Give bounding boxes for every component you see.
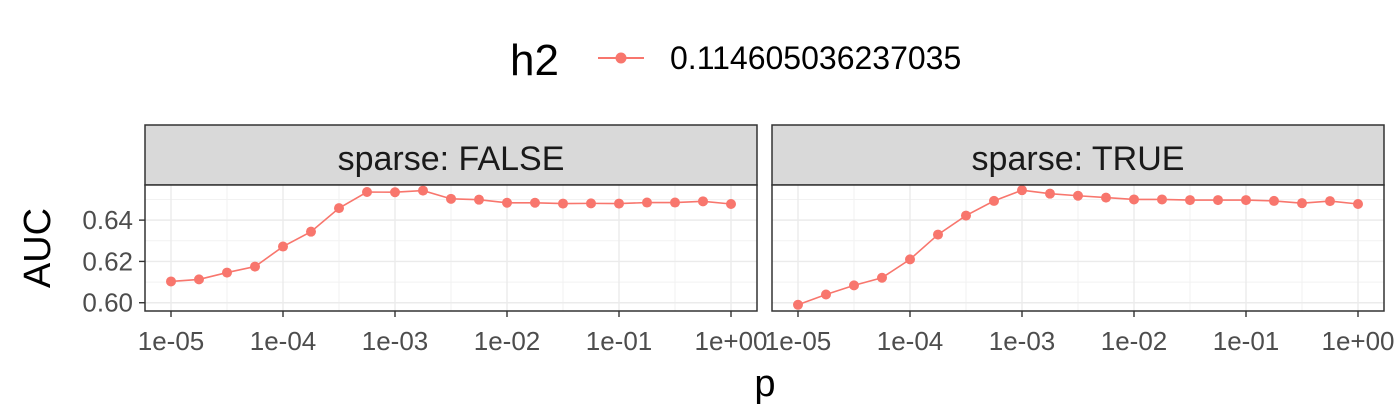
x-tick-label: 1e-03 <box>362 326 429 356</box>
legend-entry-label: 0.114605036237035 <box>670 40 961 76</box>
data-point <box>641 197 652 208</box>
data-point <box>193 274 204 285</box>
data-point <box>1184 195 1195 206</box>
data-point <box>905 254 915 265</box>
data-point <box>669 197 680 208</box>
data-point <box>820 289 831 300</box>
data-point <box>417 185 428 196</box>
data-point <box>1324 196 1335 207</box>
data-point <box>166 276 176 287</box>
y-axis-title: AUC <box>17 208 59 288</box>
data-point <box>848 280 859 291</box>
data-point <box>557 198 568 209</box>
x-tick-label: 1e+00 <box>694 326 767 356</box>
data-point <box>249 261 260 272</box>
data-point <box>1268 195 1279 206</box>
data-point <box>1212 195 1223 206</box>
data-point <box>529 197 540 208</box>
data-point <box>333 203 344 214</box>
data-point <box>585 198 596 209</box>
data-point <box>305 226 316 237</box>
data-point <box>1156 194 1167 205</box>
data-point <box>1129 194 1139 205</box>
legend: h2 0.114605036237035 <box>510 36 961 85</box>
data-point <box>1100 192 1111 203</box>
data-point <box>473 194 484 205</box>
data-point <box>726 199 736 210</box>
strip-label: sparse: TRUE <box>972 140 1185 178</box>
data-point <box>876 272 887 283</box>
data-point <box>793 299 803 310</box>
x-tick-label: 1e-05 <box>765 326 832 356</box>
data-point <box>1017 185 1027 196</box>
data-point <box>960 210 971 221</box>
x-tick-label: 1e-01 <box>586 326 653 356</box>
x-axis-title: p <box>754 363 775 405</box>
data-point <box>988 195 999 206</box>
panel-1: sparse: FALSE 1e-05 1e-04 1e-03 1e-02 1e-01 1e… <box>82 124 768 356</box>
data-point <box>445 193 456 204</box>
data-point <box>390 187 400 198</box>
data-point <box>932 229 943 240</box>
data-point <box>697 196 708 207</box>
y-tick-label: 0.60 <box>82 288 133 318</box>
panel-2: sparse: TRUE 1e-05 1e-04 1e-03 1e-02 1e-01 1e+… <box>765 124 1395 356</box>
data-point <box>1072 190 1083 201</box>
panel-border <box>771 184 1385 312</box>
panel-border <box>144 184 758 312</box>
legend-title: h2 <box>510 36 559 85</box>
x-tick-label: 1e+00 <box>1321 326 1394 356</box>
data-point <box>614 198 624 209</box>
data-point <box>278 241 288 252</box>
data-point <box>1296 198 1307 209</box>
x-tick-label: 1e-05 <box>138 326 205 356</box>
x-tick-label: 1e-03 <box>989 326 1056 356</box>
x-tick-label: 1e-01 <box>1213 326 1280 356</box>
legend-key-point <box>615 52 627 64</box>
x-tick-label: 1e-02 <box>1101 326 1168 356</box>
data-point <box>1044 188 1055 199</box>
x-tick-label: 1e-04 <box>250 326 317 356</box>
data-point <box>1353 199 1363 210</box>
y-tick-label: 0.64 <box>82 205 133 235</box>
data-point <box>1241 195 1251 206</box>
panels: sparse: FALSE 1e-05 1e-04 1e-03 1e-02 1e-01 1e… <box>82 124 1395 356</box>
x-tick-label: 1e-04 <box>877 326 944 356</box>
strip-label: sparse: FALSE <box>338 140 565 178</box>
y-tick-label: 0.62 <box>82 246 133 276</box>
x-tick-label: 1e-02 <box>474 326 541 356</box>
data-point <box>221 267 232 278</box>
data-point <box>361 187 372 198</box>
data-point <box>502 197 512 208</box>
